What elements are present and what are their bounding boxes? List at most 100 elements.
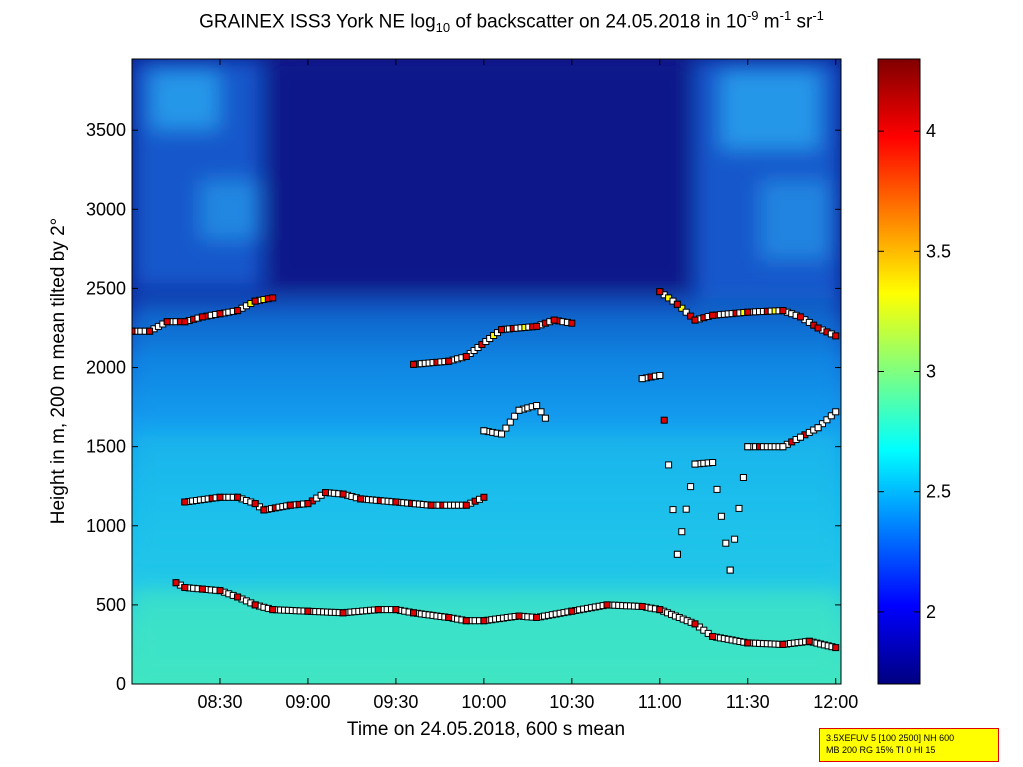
y-tick-label: 2500: [86, 278, 126, 298]
layer-marker: [480, 427, 488, 435]
layer-marker: [339, 609, 347, 617]
layer-marker: [687, 312, 695, 320]
layer-marker: [269, 294, 277, 302]
layer-marker: [462, 617, 470, 625]
layer-marker: [498, 430, 505, 438]
layer-marker: [216, 310, 224, 318]
layer-marker: [779, 307, 787, 315]
layer-marker: [669, 506, 677, 514]
layer-marker: [656, 372, 664, 379]
y-tick-label: 1000: [86, 516, 126, 536]
layer-marker: [691, 460, 699, 468]
layer-marker: [541, 414, 549, 422]
layer-marker: [260, 506, 268, 514]
layer-marker: [638, 375, 646, 383]
title-mid: of backscatter on 24.05.2018 in 10: [450, 11, 747, 33]
layer-marker: [691, 620, 699, 628]
layer-marker: [726, 566, 734, 574]
layer-marker: [717, 512, 725, 520]
texture-patch: [150, 70, 220, 130]
layer-marker: [814, 324, 822, 332]
layer-marker: [537, 408, 545, 416]
layer-marker: [357, 495, 365, 503]
title-prefix: GRAINEX ISS3 York NE log: [199, 11, 436, 33]
x-tick-label: 12:00: [813, 692, 858, 712]
layer-marker: [682, 505, 690, 513]
y-axis: 0 500 1000 1500 2000 2500 3000 3500: [86, 120, 841, 694]
layer-marker: [251, 500, 259, 508]
layer-marker: [673, 300, 681, 308]
y-tick-label: 2000: [86, 358, 126, 378]
layer-marker: [234, 493, 242, 501]
y-tick-label: 3000: [86, 199, 126, 219]
layer-marker: [251, 601, 259, 609]
layer-marker: [568, 607, 576, 615]
layer-marker: [502, 424, 510, 432]
x-tick-label: 10:30: [549, 692, 594, 712]
colorbar-tick-label: 3.5: [926, 241, 951, 261]
layer-marker: [678, 304, 686, 312]
layer-marker: [533, 614, 541, 621]
layer-marker: [304, 607, 312, 615]
layer-marker: [682, 308, 690, 316]
layer-marker: [797, 313, 804, 321]
layer-marker: [462, 353, 470, 360]
layer-marker: [322, 489, 329, 496]
layer-marker: [269, 606, 277, 614]
layer-marker: [445, 357, 453, 365]
texture-patch: [132, 300, 841, 420]
y-tick-label: 500: [96, 595, 126, 615]
layer-marker: [550, 316, 558, 324]
x-axis-label: Time on 24.05.2018, 600 s mean: [347, 719, 625, 740]
info-line-1: 3.5XEFUV 5 [100 2500] NH 600: [826, 733, 955, 743]
x-tick-label: 09:00: [285, 692, 330, 712]
texture-patch: [270, 59, 690, 289]
layer-marker: [462, 501, 470, 509]
y-tick-label: 1500: [86, 437, 126, 457]
layer-marker: [198, 313, 206, 321]
layer-marker: [339, 490, 347, 498]
title-exp2: -1: [779, 8, 792, 23]
title-exp1: -9: [746, 8, 759, 23]
title-exp3: -1: [812, 8, 824, 23]
layer-marker: [709, 311, 717, 319]
layer-marker: [735, 504, 743, 512]
page-title: GRAINEX ISS3 York NE log10 of backscatte…: [0, 8, 1023, 35]
title-unit2: sr: [791, 11, 813, 33]
layer-marker: [181, 498, 189, 506]
layer-marker: [713, 485, 721, 493]
layer-marker: [603, 601, 611, 609]
plot-frame: [131, 58, 842, 685]
layer-marker: [722, 539, 730, 547]
layer-marker: [827, 412, 835, 420]
layer-marker: [656, 606, 664, 614]
colorbar-tick-label: 2.5: [926, 482, 951, 502]
layer-marker: [181, 318, 189, 326]
layer-marker: [286, 501, 294, 509]
layer-marker: [480, 493, 488, 501]
x-tick-label: 10:00: [461, 692, 506, 712]
layer-marker: [656, 288, 664, 296]
layer-marker: [832, 408, 840, 416]
layer-marker: [744, 639, 752, 647]
colorbar-tick-label: 3: [926, 362, 936, 382]
layer-marker: [805, 637, 813, 645]
layer-marker: [146, 327, 154, 335]
y-tick-label: 0: [116, 674, 126, 694]
layer-marker: [819, 420, 826, 428]
layer-marker: [665, 461, 673, 469]
layer-marker: [779, 443, 787, 451]
layer-marker: [234, 593, 242, 601]
layer-marker: [172, 579, 180, 587]
layer-marker: [638, 603, 646, 610]
layer-marker: [673, 550, 681, 558]
layer-marker: [533, 322, 541, 330]
texture-patch: [200, 180, 260, 240]
layer-marker: [797, 433, 804, 441]
colorbar-tick-label: 2: [926, 602, 936, 622]
layer-marker: [709, 459, 717, 466]
layer-marker: [731, 535, 739, 543]
layer-marker: [480, 617, 488, 625]
layer-marker: [392, 606, 400, 614]
